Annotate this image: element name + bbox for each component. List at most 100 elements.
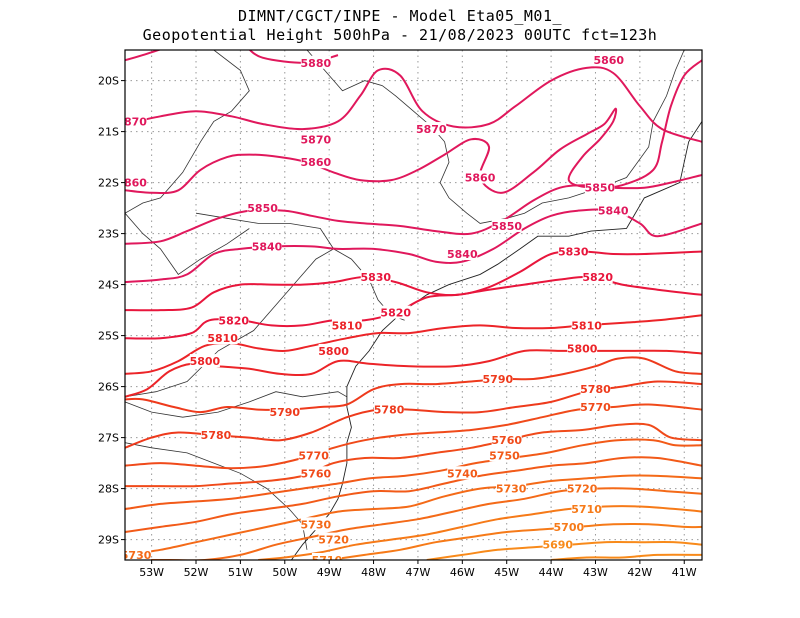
contour-label-bg bbox=[567, 341, 598, 355]
contour-5790 bbox=[125, 356, 702, 414]
lat-tick-label: 28S bbox=[98, 483, 119, 496]
contour-label-5710: 5710 bbox=[571, 503, 602, 516]
contour-5680 bbox=[551, 553, 702, 560]
contour-label-bg bbox=[542, 537, 573, 551]
lat-tick-label: 22S bbox=[98, 177, 119, 190]
contour-label-bg bbox=[125, 175, 147, 189]
contour-label-5690: 5690 bbox=[542, 539, 573, 552]
lon-tick-label: 49W bbox=[317, 566, 342, 579]
contour-label-5840: 5840 bbox=[598, 205, 629, 218]
lon-tick-label: 42W bbox=[627, 566, 652, 579]
contour-label-bg bbox=[247, 201, 278, 215]
lon-tick-label: 53W bbox=[139, 566, 164, 579]
state-border bbox=[306, 50, 685, 224]
contour-label-5700: 5700 bbox=[554, 521, 585, 534]
contour-label-bg bbox=[580, 382, 611, 396]
title-line-2: Geopotential Height 500hPa - 21/08/2023 … bbox=[142, 26, 658, 44]
lon-tick-label: 51W bbox=[228, 566, 253, 579]
contour-label-5770: 5770 bbox=[298, 449, 329, 462]
contour-label-bg bbox=[465, 170, 496, 184]
contour-label-5810: 5810 bbox=[571, 319, 602, 332]
contour-label-5840: 5840 bbox=[252, 240, 283, 253]
lon-tick-label: 47W bbox=[406, 566, 431, 579]
lat-tick-label: 21S bbox=[98, 126, 119, 139]
lon-tick-label: 41W bbox=[672, 566, 697, 579]
contour-label-bg bbox=[218, 313, 249, 327]
lat-tick-label: 27S bbox=[98, 432, 119, 445]
contour-label-5740: 5740 bbox=[447, 467, 478, 480]
contour-label-bg bbox=[331, 318, 362, 332]
lat-tick-label: 26S bbox=[98, 381, 119, 394]
contour-label-bg bbox=[567, 481, 598, 495]
contour-label-5790: 5790 bbox=[269, 406, 300, 419]
longitude-axis: 53W 52W 51W 50W 49W 48W 47W 46W 45W 44W 43W 42W 41W bbox=[139, 560, 697, 579]
lat-tick-label: 24S bbox=[98, 279, 119, 292]
contour-label-bg bbox=[360, 269, 391, 283]
contour-label-bg bbox=[558, 244, 589, 258]
contour-5720 bbox=[125, 487, 702, 560]
contour-label-bg bbox=[416, 122, 447, 136]
contour-label-5820: 5820 bbox=[380, 307, 411, 320]
contour-label-5860: 5860 bbox=[116, 177, 147, 190]
contour-label-5780: 5780 bbox=[201, 429, 232, 442]
title-line-1: DIMNT/CGCT/INPE - Model Eta05_M01_ bbox=[237, 7, 563, 25]
lon-tick-label: 50W bbox=[272, 566, 297, 579]
contour-label-bg bbox=[491, 433, 522, 447]
contour-label-bg bbox=[269, 405, 300, 419]
lon-tick-label: 52W bbox=[184, 566, 209, 579]
contour-label-bg bbox=[584, 180, 615, 194]
contour-label-bg bbox=[553, 519, 584, 533]
contour-label-5820: 5820 bbox=[582, 271, 613, 284]
contour-label-bg bbox=[189, 354, 220, 368]
contour-label-bg bbox=[318, 343, 349, 357]
contour-label-5850: 5850 bbox=[585, 182, 616, 195]
contour-label-bg bbox=[207, 331, 238, 345]
lon-tick-label: 48W bbox=[361, 566, 386, 579]
contour-label-bg bbox=[482, 371, 513, 385]
contour-5870 bbox=[125, 66, 702, 143]
contour-label-bg bbox=[300, 132, 331, 146]
contour-label-5830: 5830 bbox=[360, 271, 391, 284]
lon-tick-label: 45W bbox=[494, 566, 519, 579]
contour-label-bg bbox=[447, 247, 478, 260]
lon-tick-label: 43W bbox=[583, 566, 608, 579]
contour-label-5710: 5710 bbox=[312, 554, 343, 567]
contour-label-5860: 5860 bbox=[593, 54, 624, 67]
contour-label-5760: 5760 bbox=[491, 434, 522, 447]
contour-5750 bbox=[125, 438, 702, 510]
contour-label-5850: 5850 bbox=[491, 220, 522, 233]
lon-tick-label: 44W bbox=[539, 566, 564, 579]
contour-label-5850: 5850 bbox=[247, 202, 278, 215]
contour-label-bg bbox=[571, 502, 602, 515]
contour-label-5860: 5860 bbox=[301, 156, 332, 169]
contour-label-5790: 5790 bbox=[483, 373, 514, 386]
latitude-axis: 20S 21S 22S 23S 24S 25S 26S 27S 28S 29S bbox=[98, 75, 125, 547]
contour-label-bg bbox=[252, 239, 283, 253]
contour-label-bg bbox=[300, 155, 331, 169]
contour-label-bg bbox=[125, 114, 147, 128]
contour-5730 bbox=[125, 474, 702, 556]
contour-label-bg bbox=[582, 269, 613, 283]
contour-labels: 5880 5870 5870 5870 5860 5860 5860 5860 5850 5850… bbox=[116, 53, 629, 567]
contour-label-5770: 5770 bbox=[580, 401, 611, 414]
contour-label-5720: 5720 bbox=[567, 483, 598, 496]
contour-label-5870: 5870 bbox=[416, 123, 447, 136]
contour-label-bg bbox=[298, 448, 329, 462]
contour-label-bg bbox=[491, 218, 522, 232]
contour-label-bg bbox=[125, 547, 152, 560]
contour-label-bg bbox=[380, 305, 411, 319]
lat-tick-label: 29S bbox=[98, 534, 119, 547]
contour-label-5730: 5730 bbox=[301, 518, 332, 531]
contour-label-5730: 5730 bbox=[496, 483, 527, 496]
contour-label-5860: 5860 bbox=[465, 172, 496, 185]
contour-label-5830: 5830 bbox=[558, 245, 589, 258]
lon-tick-label: 46W bbox=[450, 566, 475, 579]
state-border bbox=[125, 50, 250, 214]
lat-tick-label: 25S bbox=[98, 330, 119, 343]
state-border bbox=[125, 248, 334, 398]
contour-label-5820: 5820 bbox=[218, 314, 249, 327]
contour-label-5870: 5870 bbox=[301, 133, 332, 146]
contour-5710 bbox=[258, 505, 702, 560]
contour-5760 bbox=[125, 422, 702, 488]
